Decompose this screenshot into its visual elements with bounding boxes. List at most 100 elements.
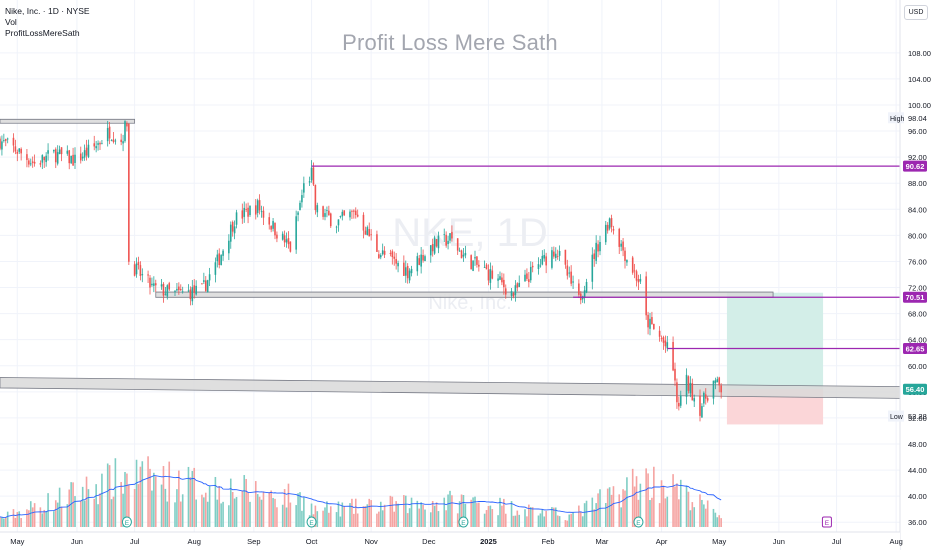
- candle-body: [101, 143, 103, 145]
- volume-bar: [316, 511, 319, 527]
- volume-bar: [395, 501, 397, 527]
- volume-ma-line: [0, 475, 722, 519]
- volume-bar: [12, 509, 15, 527]
- candle-body: [218, 253, 221, 265]
- volume-bar: [568, 514, 571, 527]
- volume-bar: [410, 497, 413, 527]
- candle-body: [204, 280, 207, 291]
- candle-body: [504, 288, 507, 295]
- volume-bar: [510, 501, 513, 527]
- candle-body: [383, 250, 386, 255]
- zone-0: [0, 118, 136, 124]
- indicator-vol[interactable]: Vol: [5, 17, 17, 27]
- candle-body: [599, 241, 601, 252]
- candle-body: [281, 233, 284, 240]
- volume-bar: [556, 515, 559, 527]
- candle-body: [54, 149, 57, 163]
- volume-bar: [110, 499, 113, 527]
- candle-body: [633, 270, 636, 272]
- candle-body: [97, 143, 99, 145]
- volume-bar: [249, 501, 251, 527]
- volume-bar: [356, 513, 359, 527]
- candle-body: [214, 262, 217, 275]
- upcoming-earnings-marker[interactable]: E: [821, 516, 832, 528]
- candle-body: [647, 314, 649, 328]
- candle-body: [83, 150, 86, 158]
- volume-bar: [633, 486, 636, 527]
- volume-bar: [329, 506, 332, 527]
- earnings-marker[interactable]: E: [121, 516, 132, 528]
- volume-bar: [660, 480, 663, 527]
- volume-bar: [383, 504, 386, 527]
- earnings-marker[interactable]: E: [633, 516, 644, 528]
- x-tick-label: Apr: [656, 537, 668, 546]
- volume-bar: [254, 481, 257, 527]
- low-label-value: 52.28: [908, 412, 927, 421]
- symbol-title[interactable]: Nike, Inc. · 1D · NYSE: [5, 6, 90, 16]
- candle-body: [72, 154, 74, 166]
- volume-bar: [679, 479, 682, 527]
- candle-body: [43, 156, 46, 161]
- volume-bar: [618, 494, 621, 527]
- candle-body: [328, 210, 330, 216]
- volume-bar: [60, 506, 63, 527]
- volume-bar: [458, 501, 461, 527]
- candle-body: [195, 285, 197, 295]
- volume-bar: [631, 468, 634, 527]
- volume-bar: [310, 503, 313, 527]
- currency-button[interactable]: USD: [904, 5, 928, 20]
- candle-body: [524, 274, 526, 282]
- candle-body: [341, 211, 344, 217]
- volume-bar: [270, 490, 272, 527]
- volume-bar: [370, 500, 372, 527]
- volume-bar: [712, 508, 715, 527]
- candle-body: [585, 281, 588, 293]
- candle-body: [443, 234, 446, 236]
- y-tick-label: 36.00: [908, 518, 927, 527]
- volume-bar: [120, 481, 122, 527]
- volume-bar: [18, 511, 21, 527]
- candle-body: [274, 222, 276, 236]
- volume-bar: [472, 497, 474, 527]
- volume-bar: [397, 503, 399, 527]
- volume-bar: [529, 507, 532, 527]
- volume-bar: [699, 494, 701, 527]
- candle-body: [126, 123, 128, 127]
- candle-body: [714, 380, 717, 384]
- candle-body: [191, 287, 194, 302]
- volume-bar: [604, 503, 607, 527]
- earnings-marker[interactable]: E: [458, 516, 469, 528]
- volume-bar: [122, 493, 124, 527]
- candle-body: [295, 216, 297, 250]
- volume-bar: [689, 510, 692, 527]
- candle-body: [606, 224, 609, 231]
- candle-body: [228, 240, 230, 254]
- indicator-script[interactable]: ProfitLossMereSath: [5, 28, 80, 38]
- candle-body: [316, 205, 319, 213]
- candle-body: [660, 337, 663, 339]
- y-tick-label: 48.00: [908, 440, 927, 449]
- volume-bar: [706, 500, 709, 527]
- svg-text:E: E: [825, 520, 830, 527]
- candle-body: [176, 288, 178, 291]
- candle-body: [378, 254, 380, 259]
- candle-body: [270, 226, 272, 230]
- volume-bar: [176, 489, 178, 527]
- candle-body: [154, 283, 157, 286]
- candle-body: [233, 226, 236, 234]
- volume-bar: [503, 498, 505, 527]
- candle-body: [343, 210, 346, 216]
- earnings-marker[interactable]: E: [306, 516, 317, 528]
- volume-bar: [268, 492, 271, 527]
- volume-bar: [95, 484, 97, 527]
- candle-body: [537, 264, 540, 269]
- candle-body: [645, 276, 647, 316]
- volume-bar: [151, 490, 153, 527]
- volume-bar: [478, 502, 480, 527]
- volume-bar: [433, 505, 436, 527]
- candle-body: [624, 250, 626, 261]
- x-tick-label: Aug: [889, 537, 902, 546]
- volume-bar: [260, 499, 263, 527]
- candle-body: [95, 146, 97, 149]
